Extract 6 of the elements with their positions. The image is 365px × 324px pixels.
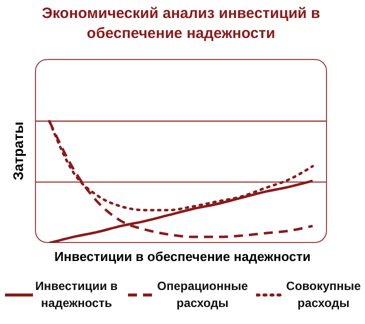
legend-label: Операционные расходы — [156, 278, 248, 312]
x-axis-title: Инвестиции в обеспечение надежности — [53, 249, 312, 264]
legend-label: Совокупные расходы — [286, 278, 362, 312]
chart-title: Экономический анализ инвестиций в обеспечение надежности — [40, 4, 322, 44]
legend-label: Инвестиции в надежность — [34, 278, 119, 312]
y-axis-title: Затраты — [10, 122, 26, 180]
